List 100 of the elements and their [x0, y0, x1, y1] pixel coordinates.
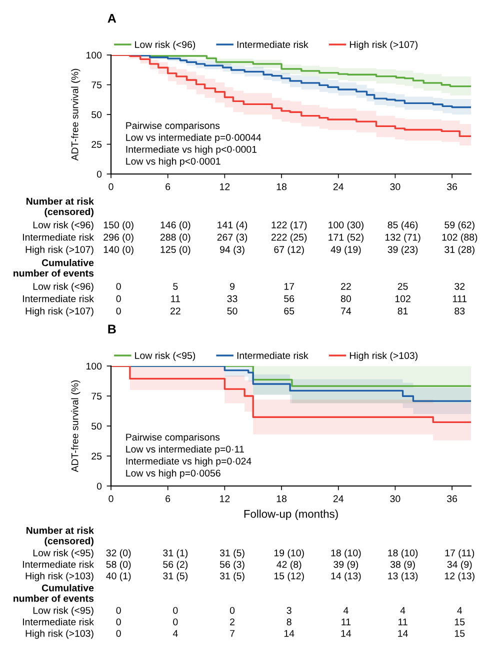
legend-label: Intermediate risk: [237, 40, 308, 48]
text: 34 (9): [447, 560, 472, 570]
x-tick-label: 0: [108, 495, 114, 502]
text: 0: [230, 606, 235, 614]
category-label: Cumulative number of events: [14, 259, 94, 277]
text: 22: [170, 308, 180, 314]
x-tick-label: 12: [220, 183, 230, 190]
text: 0: [173, 606, 178, 614]
category-label: Intermediate risk: [22, 560, 94, 568]
text: 146 (0): [160, 221, 190, 230]
text: 15 (12): [274, 572, 304, 582]
text: 59 (62): [444, 221, 474, 230]
text: 31 (5): [220, 572, 244, 582]
text: 111: [452, 295, 467, 302]
y-tick-label: 0: [96, 170, 102, 178]
x-axis-title: Follow-up (months): [244, 510, 338, 520]
text: 56 (2): [163, 560, 188, 570]
text: 11: [342, 618, 351, 626]
text: 5: [173, 283, 178, 290]
x-tick-label: 6: [166, 183, 170, 190]
text: 39 (23): [388, 246, 418, 255]
text: 56: [284, 295, 294, 302]
text: 222 (25): [271, 234, 307, 243]
y-tick-label: 50: [92, 422, 102, 430]
text: 14: [341, 630, 352, 637]
y-tick-label: 0: [96, 482, 102, 490]
text: 0: [173, 618, 178, 626]
text: 122 (17): [272, 221, 307, 230]
text: 13 (13): [388, 572, 418, 582]
text: 31 (5): [163, 572, 188, 582]
category-label: Number at risk (censored): [26, 198, 94, 218]
x-tick-label: 18: [276, 495, 287, 502]
y-tick-label: 25: [92, 452, 102, 460]
category-label: High risk (>103): [26, 572, 94, 582]
category-label: Intermediate risk: [22, 234, 94, 241]
category-label: Cumulative number of events: [14, 584, 94, 602]
chart-title: B: [108, 324, 116, 334]
y-tick-label: 100: [86, 52, 102, 59]
legend-label: Intermediate risk: [237, 352, 308, 359]
text: 141 (4): [218, 221, 248, 230]
y-axis-title: ADT-free survival (%): [71, 68, 80, 161]
text: 267 (3): [217, 234, 248, 243]
text: 4: [400, 607, 406, 614]
category-label: Intermediate risk: [22, 618, 94, 626]
text: 31 (1): [163, 549, 188, 558]
y-tick-label: 75: [92, 82, 102, 88]
legend-label: High risk (>107): [350, 40, 418, 50]
text: 14 (13): [331, 572, 361, 582]
text: 3: [286, 606, 292, 614]
y-tick-label: 25: [92, 140, 102, 148]
x-tick-label: 30: [390, 495, 400, 502]
legend-label: Low risk (<95): [135, 352, 196, 361]
text: 0: [116, 282, 121, 290]
category-label: Low risk (<95): [33, 606, 94, 616]
text: 40 (1): [106, 572, 131, 582]
text: 22: [341, 282, 351, 290]
text: 18 (10): [331, 549, 361, 558]
annotation: Low vs intermediate p=0·00044: [126, 134, 262, 143]
text: 81: [398, 308, 408, 314]
text: 4: [457, 607, 462, 614]
text: 150 (0): [104, 221, 134, 230]
text: 4: [172, 630, 178, 637]
text: 15: [454, 618, 465, 626]
x-tick-label: 24: [333, 183, 344, 190]
x-tick-label: 0: [108, 183, 114, 190]
text: 11: [398, 618, 408, 626]
text: 102 (88): [442, 234, 478, 243]
text: 49 (19): [330, 246, 361, 255]
text: 132 (71): [385, 234, 420, 243]
text: 11: [171, 295, 180, 302]
text: 83: [454, 308, 465, 314]
category-label: Intermediate risk: [22, 295, 94, 302]
annotation: Pairwise comparisons: [126, 433, 220, 443]
text: 102: [395, 295, 410, 302]
x-tick-label: 30: [390, 183, 400, 190]
y-tick-label: 100: [86, 362, 102, 370]
text: 12 (13): [444, 572, 474, 582]
text: 0: [116, 308, 121, 314]
text: 56 (3): [220, 560, 244, 570]
y-tick-label: 50: [92, 111, 102, 118]
annotation: Pairwise comparisons: [126, 122, 220, 131]
x-tick-label: 6: [166, 495, 170, 502]
text: 125 (0): [160, 246, 190, 255]
text: 4: [343, 607, 348, 614]
annotation: Low vs intermediate p=0·11: [126, 445, 244, 455]
text: 94 (3): [220, 246, 244, 255]
text: 33: [227, 295, 238, 302]
text: 80: [340, 295, 351, 302]
x-tick-label: 24: [333, 495, 344, 502]
category-label: Low risk (<96): [33, 282, 94, 292]
text: 67 (12): [274, 246, 304, 255]
text: 74: [341, 308, 352, 314]
category-label: High risk (>107): [26, 307, 94, 316]
text: 39 (9): [334, 560, 358, 570]
text: 0: [116, 606, 121, 614]
text: 18 (10): [388, 549, 418, 558]
text: 171 (52): [328, 234, 364, 243]
text: 32: [454, 282, 465, 290]
category-label: Low risk (<95): [33, 549, 94, 558]
text: 17 (11): [445, 549, 474, 558]
